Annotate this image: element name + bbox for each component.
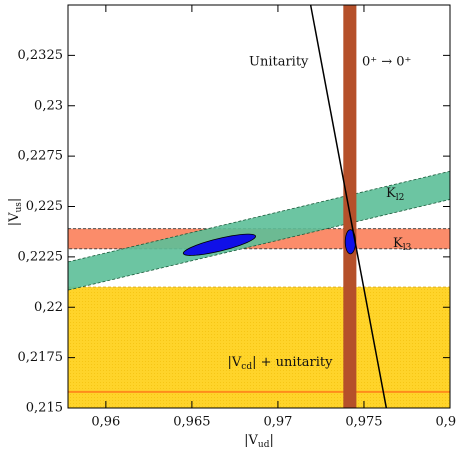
x-axis-label-rest: |: [269, 433, 273, 448]
kl3-label: Kl3: [393, 236, 412, 253]
ellipse: [182, 233, 256, 256]
y-tick-label: 0,22: [34, 300, 63, 315]
x-tick-label: 0,965: [173, 415, 210, 430]
y-axis-label-main: |V: [7, 212, 22, 226]
x-tick-label: 0,97: [263, 415, 292, 430]
unitarity-line: [309, 5, 388, 408]
y-tick-label: 0,2275: [18, 149, 64, 164]
kl3-label-sub: l3: [403, 243, 412, 253]
y-tick-label: 0,2225: [18, 249, 64, 264]
kl2-label: Kl2: [386, 186, 404, 203]
kl2-label-main: K: [386, 186, 396, 201]
y-tick-label: 0,23: [34, 98, 63, 113]
x-tick-label: 0,975: [345, 415, 382, 430]
y-axis-label-rest: |: [7, 198, 22, 202]
y-tick-label: 0,215: [26, 401, 63, 416]
y-tick-label: 0,2175: [18, 350, 64, 365]
vcd-region: [68, 287, 450, 408]
superallowed-band: [343, 5, 357, 408]
y-axis-label: |Vus|: [7, 198, 24, 227]
x-tick-label: 0,96: [91, 415, 120, 430]
superallowed-label: 0⁺ → 0⁺: [362, 55, 411, 70]
x-axis-label-main: |V: [244, 433, 258, 448]
x-axis-label: |Vud|: [244, 433, 274, 450]
kl3-label-main: K: [393, 236, 403, 251]
y-tick-label: 0,225: [26, 199, 63, 214]
vcd-label-sub: cd: [241, 362, 252, 372]
x-tick-label: 0,98: [436, 415, 457, 430]
vcd-label: |Vcd| + unitarity: [228, 355, 334, 372]
kl2-label-sub: l2: [396, 193, 405, 203]
y-axis-label-sub: us: [14, 202, 24, 213]
x-axis-label-sub: ud: [258, 440, 270, 450]
unitarity-label: Unitarity: [249, 55, 309, 70]
vcd-label-main: |V: [228, 355, 242, 370]
plot-area: [68, 5, 450, 408]
vcd-label-rest: | + unitarity: [252, 355, 333, 370]
y-tick-label: 0,2325: [18, 48, 64, 63]
